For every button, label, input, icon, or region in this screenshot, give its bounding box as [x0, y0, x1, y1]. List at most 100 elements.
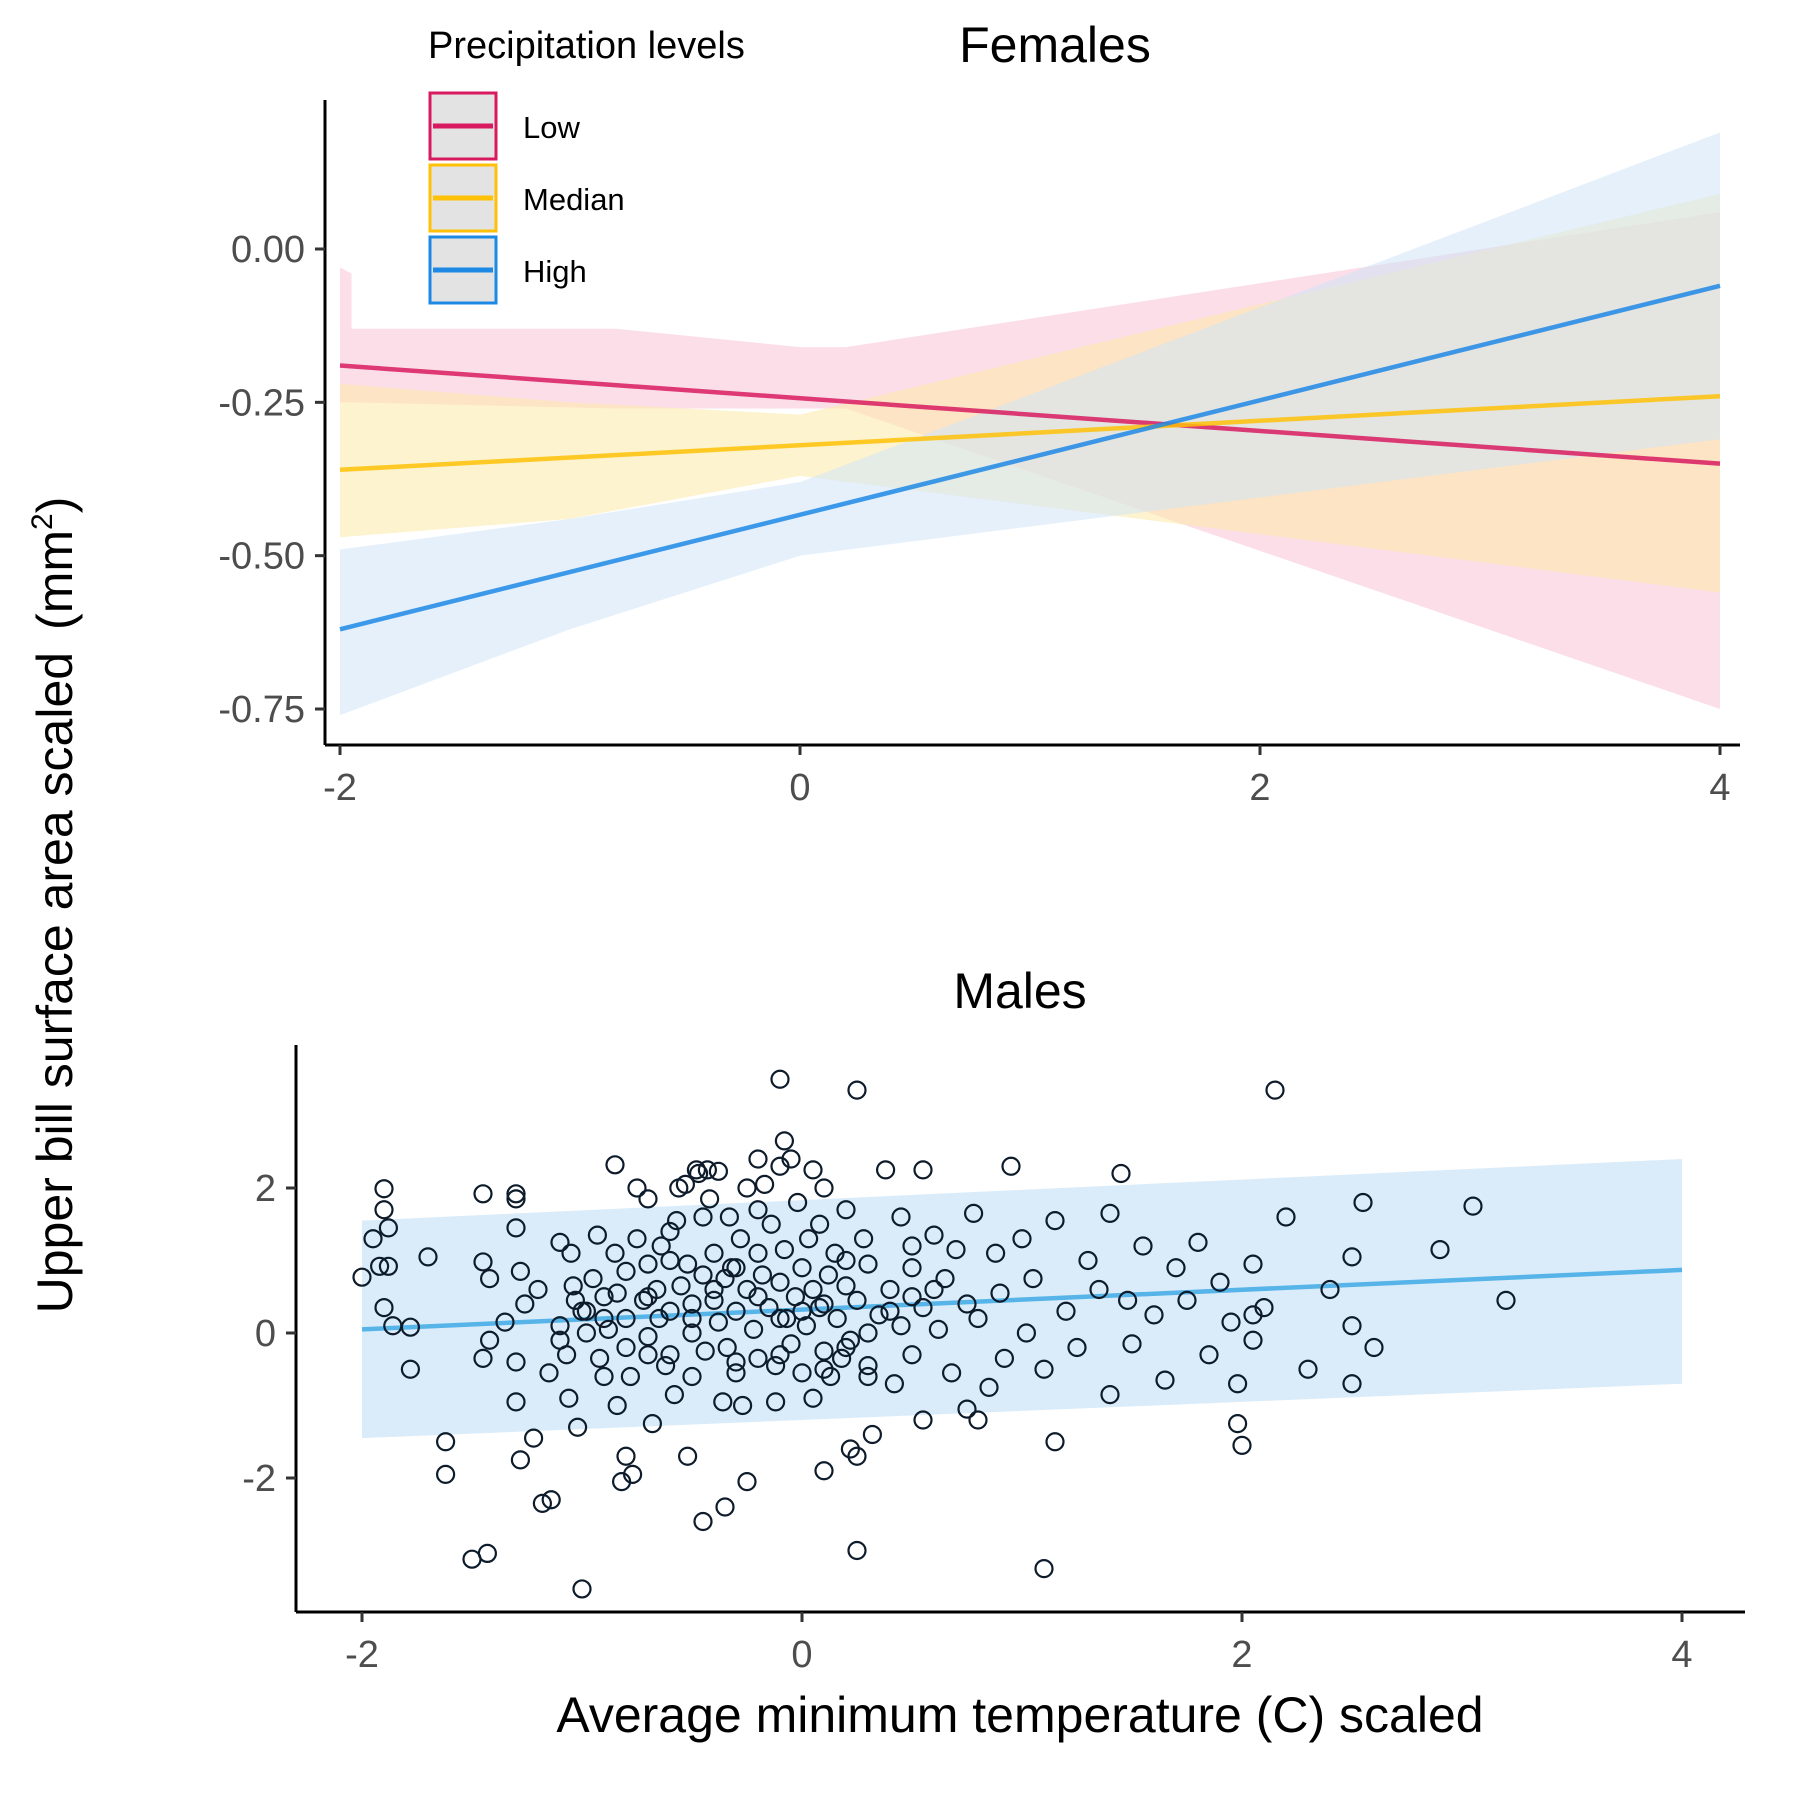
- scatter-point: [737, 1472, 757, 1492]
- scatter-point: [726, 1352, 746, 1372]
- scatter-point: [1243, 1305, 1263, 1325]
- scatter-point: [752, 1265, 773, 1285]
- females-x-tick-label: -2: [323, 767, 357, 809]
- scatter-point: [957, 1399, 977, 1419]
- scatter-point: [1265, 1080, 1285, 1100]
- scatter-point: [616, 1337, 636, 1358]
- scatter-point: [1276, 1207, 1296, 1227]
- scatter-point: [902, 1236, 922, 1256]
- scatter-point: [655, 1356, 676, 1376]
- scatter-point: [968, 1410, 988, 1430]
- scatter-point: [436, 1432, 456, 1452]
- males-x-ticks: -2 0 2 4: [345, 1612, 1693, 1676]
- scatter-point: [968, 1308, 988, 1329]
- scatter-point: [941, 1363, 962, 1383]
- scatter-point: [693, 1511, 713, 1532]
- scatter-point: [532, 1493, 553, 1513]
- scatter-point: [686, 1160, 707, 1180]
- scatter-point: [638, 1189, 658, 1209]
- scatter-point: [1342, 1374, 1362, 1394]
- scatter-point: [730, 1229, 751, 1249]
- scatter-point: [770, 1069, 790, 1089]
- scatter-point: [1342, 1247, 1362, 1267]
- scatter-point: [803, 1160, 823, 1180]
- scatter-point: [622, 1464, 643, 1484]
- scatter-point: [1078, 1250, 1098, 1271]
- scatter-point: [994, 1348, 1015, 1368]
- scatter-point: [774, 1240, 795, 1260]
- y-axis-title-paren-open: (: [27, 613, 83, 630]
- scatter-point: [576, 1323, 597, 1343]
- scatter-point: [638, 1345, 658, 1365]
- scatter-point: [480, 1330, 500, 1350]
- scatter-point: [928, 1319, 949, 1339]
- females-lines: [339, 283, 1721, 632]
- scatter-point: [561, 1243, 581, 1263]
- scatter-point: [1045, 1211, 1065, 1231]
- males-title: Males: [953, 963, 1086, 1019]
- scatter-point: [671, 1276, 691, 1296]
- scatter-point: [436, 1464, 456, 1484]
- scatter-point: [506, 1392, 526, 1412]
- scatter-point: [363, 1229, 383, 1249]
- scatter-point: [770, 1272, 790, 1292]
- scatter-point: [1034, 1559, 1054, 1579]
- scatter-point: [831, 1348, 852, 1368]
- scatter-point: [891, 1207, 911, 1227]
- scatter-point: [1117, 1290, 1138, 1310]
- scatter-point: [862, 1424, 883, 1445]
- scatter-point: [1199, 1345, 1219, 1365]
- scatter-point: [1342, 1316, 1362, 1336]
- scatter-point: [616, 1261, 636, 1281]
- scatter-point: [743, 1319, 764, 1339]
- scatter-point: [1430, 1240, 1450, 1260]
- scatter-point: [607, 1283, 627, 1303]
- scatter-point: [1144, 1305, 1164, 1325]
- scatter-point: [607, 1395, 627, 1416]
- scatter-point: [1364, 1337, 1384, 1358]
- scatter-point: [539, 1363, 559, 1383]
- females-y-tick-label: -0.75: [218, 689, 305, 731]
- scatter-point: [620, 1366, 641, 1387]
- scatter-point: [1111, 1163, 1131, 1184]
- scatter-point: [770, 1156, 790, 1176]
- scatter-point: [594, 1287, 614, 1307]
- scatter-point: [1320, 1279, 1340, 1300]
- scatter-point: [550, 1330, 570, 1350]
- scatter-point: [818, 1265, 839, 1285]
- scatter-point: [1016, 1323, 1037, 1343]
- scatter-point: [666, 1211, 687, 1231]
- scatter-point: [627, 1178, 647, 1198]
- scatter-point: [814, 1294, 834, 1314]
- y-axis-title-main: Upper bill surface area scaled: [27, 652, 83, 1313]
- y-axis-title-unit: mm: [27, 530, 83, 613]
- scatter-point: [550, 1316, 570, 1336]
- scatter-point: [765, 1392, 786, 1412]
- scatter-point: [774, 1131, 795, 1151]
- scatter-point: [660, 1301, 680, 1321]
- scatter-point: [1056, 1301, 1076, 1321]
- scatter-point: [1298, 1359, 1318, 1379]
- scatter-point: [699, 1189, 720, 1209]
- scatter-point: [682, 1366, 702, 1387]
- scatter-point: [726, 1301, 746, 1321]
- scatter-point: [836, 1200, 856, 1220]
- scatter-point: [1100, 1203, 1120, 1223]
- scatter-point: [902, 1258, 922, 1278]
- scatter-point: [935, 1269, 955, 1289]
- females-y-ticks: 0.00 -0.25 -0.50 -0.75: [218, 229, 325, 731]
- line-median: [339, 393, 1721, 473]
- scatter-point: [697, 1160, 718, 1180]
- scatter-point: [902, 1345, 922, 1365]
- scatter-point: [605, 1155, 625, 1175]
- scatter-point: [567, 1417, 588, 1437]
- scatter-point: [1067, 1337, 1087, 1358]
- scatter-point: [803, 1279, 823, 1300]
- scatter-point: [589, 1348, 610, 1368]
- scatter-point: [473, 1184, 493, 1204]
- scatter-point: [715, 1497, 735, 1517]
- scatter-point: [858, 1366, 878, 1387]
- males-x-tick-label: -2: [345, 1634, 379, 1676]
- scatter-point: [717, 1337, 737, 1358]
